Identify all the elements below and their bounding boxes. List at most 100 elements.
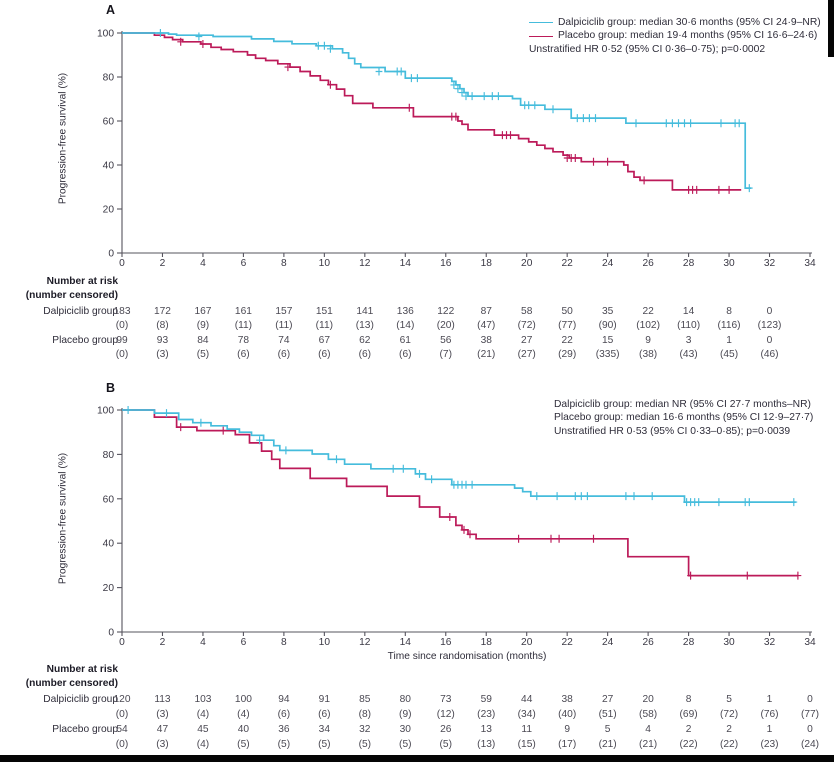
svg-text:30: 30 xyxy=(723,637,735,648)
censored-count: (14) xyxy=(396,320,415,331)
censored-count: (90) xyxy=(598,320,617,331)
censored-count: (27) xyxy=(517,349,536,360)
at-risk-count: 73 xyxy=(440,694,452,705)
svg-text:4: 4 xyxy=(200,258,206,269)
at-risk-count: 27 xyxy=(601,694,614,705)
at-risk-count: 30 xyxy=(399,724,411,735)
panel-b-y-axis-title: Progression-free survival (%) xyxy=(57,452,69,585)
at-risk-count: 167 xyxy=(194,306,212,317)
svg-text:26: 26 xyxy=(642,258,654,269)
at-risk-count: 2 xyxy=(726,724,732,735)
censored-count: (5) xyxy=(237,739,250,750)
censored-count: (3) xyxy=(156,709,169,720)
censored-count: (11) xyxy=(315,320,334,331)
censored-count: (43) xyxy=(679,349,698,360)
legend-text-dalpiciclib: Dalpiciclib group: median 30·6 months (9… xyxy=(558,17,821,28)
censored-count: (51) xyxy=(598,709,617,720)
risk-table-b-header-1: Number at risk xyxy=(46,664,118,675)
censored-count: (21) xyxy=(477,349,496,360)
censored-count: (8) xyxy=(156,320,169,331)
at-risk-count: 113 xyxy=(154,694,171,705)
censored-count: (76) xyxy=(760,709,779,720)
censored-count: (77) xyxy=(558,320,577,331)
svg-text:16: 16 xyxy=(440,258,452,269)
censored-count: (4) xyxy=(237,709,250,720)
panel-a-y-axis-title: Progression-free survival (%) xyxy=(57,72,69,205)
at-risk-count: 161 xyxy=(234,306,252,317)
censored-count: (335) xyxy=(595,349,620,360)
panel-a-legend: Dalpiciclib group: median 30·6 months (9… xyxy=(529,16,821,56)
at-risk-count: 44 xyxy=(521,694,533,705)
at-risk-count: 0 xyxy=(807,694,813,705)
svg-text:32: 32 xyxy=(764,258,776,269)
at-risk-count: 45 xyxy=(197,724,209,735)
censored-count: (12) xyxy=(436,709,455,720)
at-risk-count: 120 xyxy=(113,694,131,705)
risk-table-a-header-2: (number censored) xyxy=(25,290,118,301)
at-risk-count: 1 xyxy=(726,335,732,346)
at-risk-count: 9 xyxy=(564,724,570,735)
at-risk-count: 22 xyxy=(642,306,654,317)
svg-text:80: 80 xyxy=(103,73,115,84)
placebo-line-swatch xyxy=(529,35,553,37)
risk-table-b-header-2: (number censored) xyxy=(25,678,118,689)
at-risk-count: 157 xyxy=(275,306,293,317)
dalpiciclib-row-label: Dalpiciclib group xyxy=(43,306,118,317)
svg-text:14: 14 xyxy=(400,637,412,648)
panel-a-label: A xyxy=(106,3,116,17)
at-risk-count: 36 xyxy=(278,724,290,735)
placebo-censor-marks xyxy=(177,37,733,194)
censored-count: (6) xyxy=(318,349,331,360)
at-risk-count: 62 xyxy=(359,335,371,346)
at-risk-count: 22 xyxy=(561,335,573,346)
svg-text:12: 12 xyxy=(359,258,371,269)
svg-text:40: 40 xyxy=(103,161,115,172)
censored-count: (9) xyxy=(196,320,210,331)
at-risk-count: 151 xyxy=(315,306,333,317)
at-risk-count: 93 xyxy=(156,335,169,346)
censored-count: (5) xyxy=(277,739,291,750)
svg-text:40: 40 xyxy=(103,539,115,550)
at-risk-count: 78 xyxy=(237,335,250,346)
censored-count: (58) xyxy=(639,709,658,720)
censored-count: (34) xyxy=(517,709,536,720)
at-risk-count: 172 xyxy=(153,306,171,317)
at-risk-count: 80 xyxy=(399,694,411,705)
svg-text:6: 6 xyxy=(241,258,247,269)
censored-count: (6) xyxy=(277,709,291,720)
svg-text:60: 60 xyxy=(103,117,115,128)
svg-text:24: 24 xyxy=(602,258,614,269)
legend-row-dalpiciclib: Dalpiciclib group: median 30·6 months (9… xyxy=(529,16,821,29)
at-risk-count: 183 xyxy=(113,306,131,317)
censored-count: (6) xyxy=(399,349,412,360)
legend-row-hr: Unstratified HR 0·53 (95% CI 0·33–0·85);… xyxy=(554,425,813,438)
at-risk-count: 8 xyxy=(726,306,732,317)
at-risk-count: 0 xyxy=(766,306,773,317)
censored-count: (5) xyxy=(399,739,412,750)
at-risk-count: 61 xyxy=(399,335,411,346)
x-axis-title: Time since randomisation (months) xyxy=(387,651,547,662)
svg-text:22: 22 xyxy=(562,637,574,648)
censored-count: (23) xyxy=(760,739,779,750)
censored-count: (29) xyxy=(558,349,577,360)
at-risk-count: 8 xyxy=(685,694,692,705)
svg-text:20: 20 xyxy=(103,583,115,594)
at-risk-count: 74 xyxy=(278,335,290,346)
at-risk-count: 56 xyxy=(440,335,452,346)
censored-count: (45) xyxy=(719,349,739,360)
svg-text:20: 20 xyxy=(521,258,533,269)
svg-text:34: 34 xyxy=(804,637,816,648)
censored-count: (77) xyxy=(800,709,820,720)
svg-text:6: 6 xyxy=(241,637,247,648)
svg-text:10: 10 xyxy=(319,258,331,269)
svg-text:0: 0 xyxy=(119,637,125,648)
dalpiciclib-censor-marks xyxy=(124,406,798,507)
censored-count: (20) xyxy=(436,320,455,331)
panel-b-legend: Dalpiciclib group: median NR (95% CI 27·… xyxy=(554,398,813,438)
censored-count: (4) xyxy=(196,739,210,750)
censored-count: (47) xyxy=(477,320,496,331)
at-risk-count: 1 xyxy=(766,724,773,735)
svg-text:24: 24 xyxy=(602,637,614,648)
censored-count: (4) xyxy=(196,709,210,720)
